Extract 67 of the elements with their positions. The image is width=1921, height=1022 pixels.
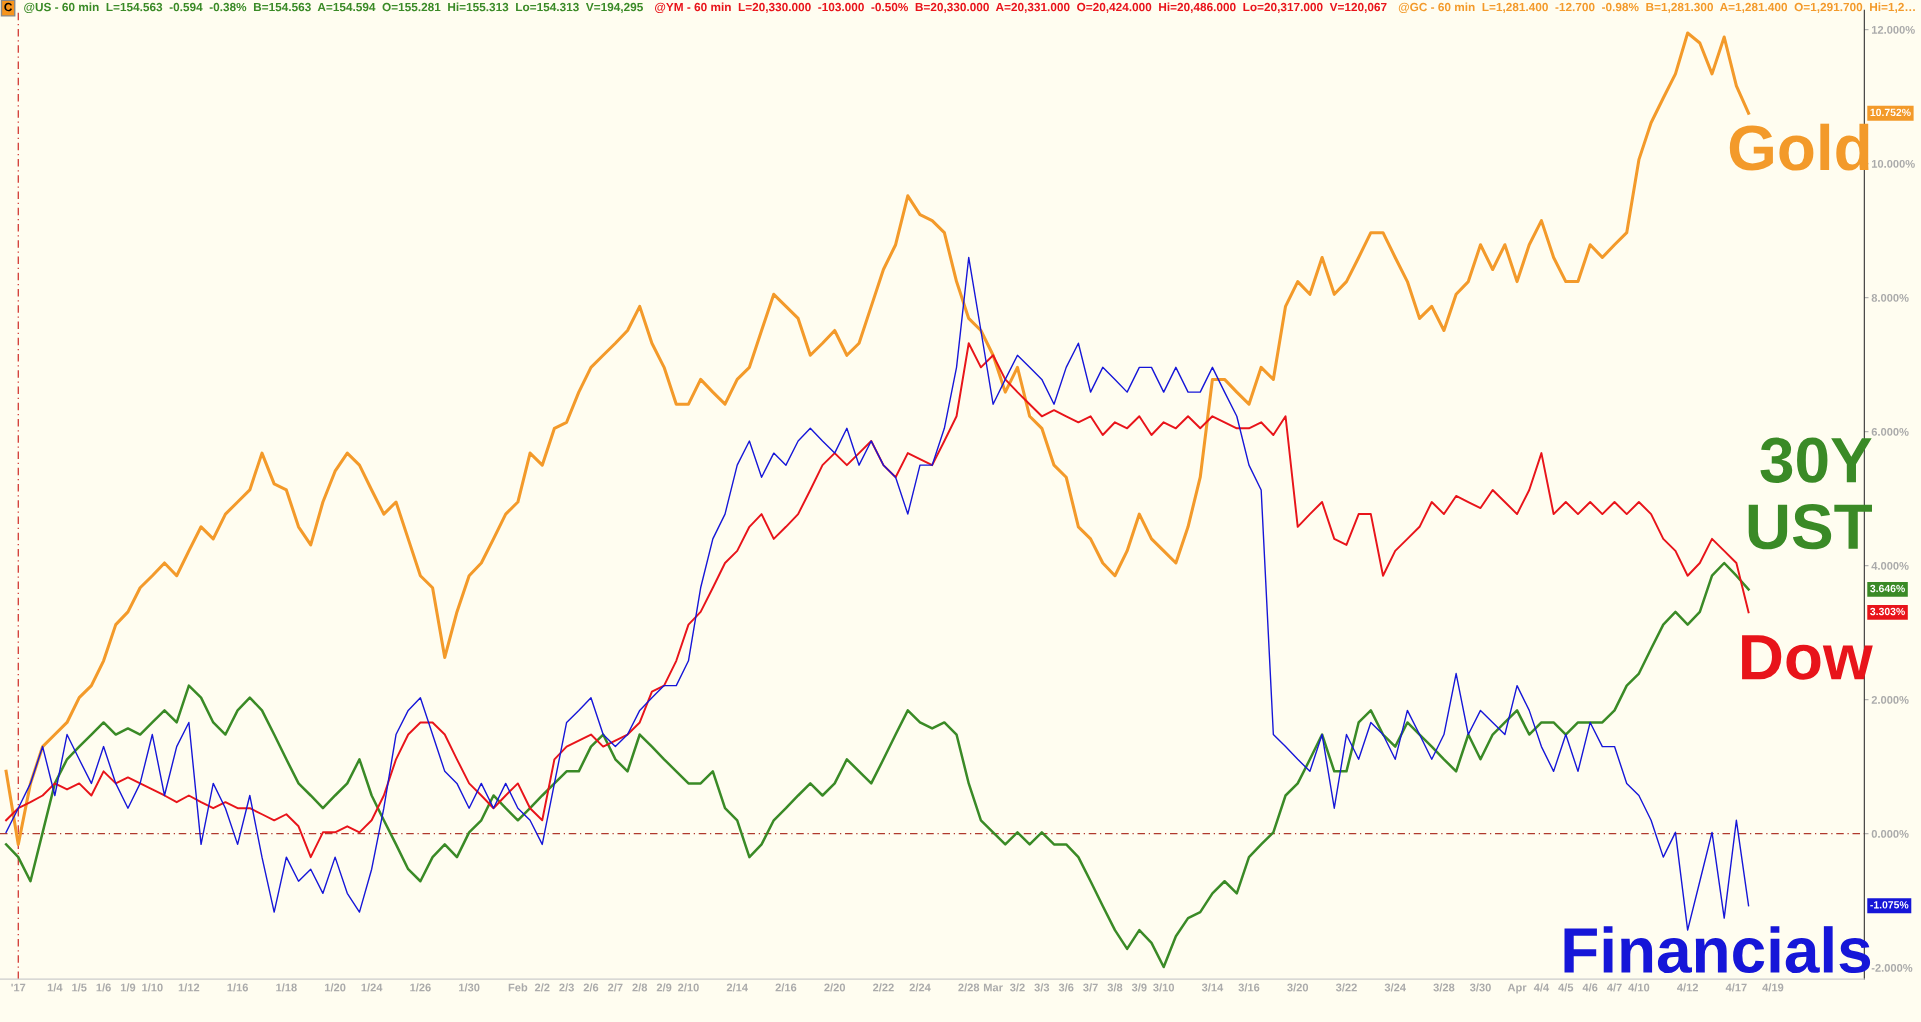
x-tick-label: 3/10 xyxy=(1153,983,1175,992)
x-tick-label: 1/5 xyxy=(72,983,87,992)
x-tick-label: Apr xyxy=(1507,983,1527,994)
y-tick-label: 2.000% xyxy=(1871,695,1909,704)
x-tick-label: 2/2 xyxy=(534,983,550,992)
x-tick-label: 2/3 xyxy=(559,983,574,992)
x-tick-label: Mar xyxy=(983,983,1003,992)
x-tick-label: 1/20 xyxy=(324,983,346,992)
x-tick-label: 3/30 xyxy=(1469,983,1491,992)
x-tick-label: 1/10 xyxy=(142,983,163,992)
x-tick-label: 1/18 xyxy=(276,983,297,992)
x-tick-label: 3/7 xyxy=(1083,983,1098,992)
x-tick-label: 1/24 xyxy=(361,983,383,992)
x-tick-label: 4/12 xyxy=(1677,983,1699,992)
x-tick-label: 3/24 xyxy=(1384,983,1406,992)
text: 3.646% xyxy=(1870,584,1905,593)
x-tick-label: 4/10 xyxy=(1628,983,1650,992)
x-tick-label: 3/8 xyxy=(1107,983,1123,992)
annotation: C xyxy=(4,2,13,12)
x-tick-label: 3/14 xyxy=(1201,983,1224,992)
x-tick-label: 4/17 xyxy=(1725,983,1747,992)
x-tick-label: Feb xyxy=(508,983,528,992)
x-tick-label: 3/9 xyxy=(1131,983,1147,992)
annotation: @US - 60 min L=154.563 -0.594 -0.38% B=154.563 A=154.594 O=155.281 Hi=155.313 Lo=154.313 V=194,295 xyxy=(24,2,643,13)
x-tick-label: '17 xyxy=(11,983,26,992)
annotation: @GC - 60 min L=1,281.400 -12.700 -0.98% B=1,281.300 A=1,281.400 O=1,291.700 Hi=1,2… xyxy=(1398,2,1915,13)
x-tick-label: 3/2 xyxy=(1009,983,1025,992)
y-tick-label: 8.000% xyxy=(1871,293,1909,302)
text: -1.075% xyxy=(1870,901,1909,909)
y-tick-label: 10.000% xyxy=(1871,159,1915,168)
x-tick-label: 2/9 xyxy=(656,983,672,992)
x-tick-label: 3/20 xyxy=(1287,983,1309,992)
x-tick-label: 1/4 xyxy=(47,983,63,992)
x-tick-label: 2/8 xyxy=(632,983,648,992)
y-tick-label: 6.000% xyxy=(1871,427,1909,436)
x-tick-label: 1/30 xyxy=(459,983,480,992)
x-tick-label: 3/3 xyxy=(1034,983,1050,992)
text: 10.752% xyxy=(1870,108,1911,117)
x-tick-label: 4/19 xyxy=(1762,983,1784,992)
y-tick-label: 0.000% xyxy=(1871,829,1909,838)
x-tick-label: 3/16 xyxy=(1238,983,1260,992)
x-tick-label: 4/4 xyxy=(1533,983,1550,992)
x-tick-label: 2/6 xyxy=(583,983,599,992)
x-tick-label: 1/26 xyxy=(410,983,431,992)
x-tick-label: 4/5 xyxy=(1558,983,1574,992)
y-tick-label: 12.000% xyxy=(1871,25,1915,34)
x-tick-label: 2/22 xyxy=(873,983,894,992)
x-tick-label: 2/20 xyxy=(824,983,846,992)
x-tick-label: 4/7 xyxy=(1606,983,1622,992)
x-tick-label: 2/28 xyxy=(958,983,980,992)
x-tick-label: 3/22 xyxy=(1335,983,1357,992)
x-tick-label: 3/6 xyxy=(1058,983,1074,992)
annotation: @YM - 60 min L=20,330.000 -103.000 -0.50% B=20,330.000 A=20,331.000 O=20,424.000 Hi=20,486.000 Lo=20,317.000 V=120,067 xyxy=(655,2,1387,13)
x-tick-label: 2/24 xyxy=(909,983,931,992)
x-tick-label: 1/12 xyxy=(178,983,200,992)
x-tick-label: 1/16 xyxy=(227,983,249,992)
x-tick-label: 2/7 xyxy=(608,983,623,992)
x-tick-label: 1/9 xyxy=(120,983,136,992)
y-tick-label: -2.000% xyxy=(1871,963,1913,972)
x-tick-label: 2/10 xyxy=(678,983,699,992)
x-tick-label: 4/6 xyxy=(1582,983,1598,992)
x-tick-label: 2/14 xyxy=(726,983,748,992)
text: 3.303% xyxy=(1870,607,1905,616)
x-tick-label: 3/28 xyxy=(1433,983,1455,992)
y-tick-label: 4.000% xyxy=(1871,561,1909,570)
x-tick-label: 2/16 xyxy=(775,983,797,992)
x-tick-label: 1/6 xyxy=(96,983,111,992)
